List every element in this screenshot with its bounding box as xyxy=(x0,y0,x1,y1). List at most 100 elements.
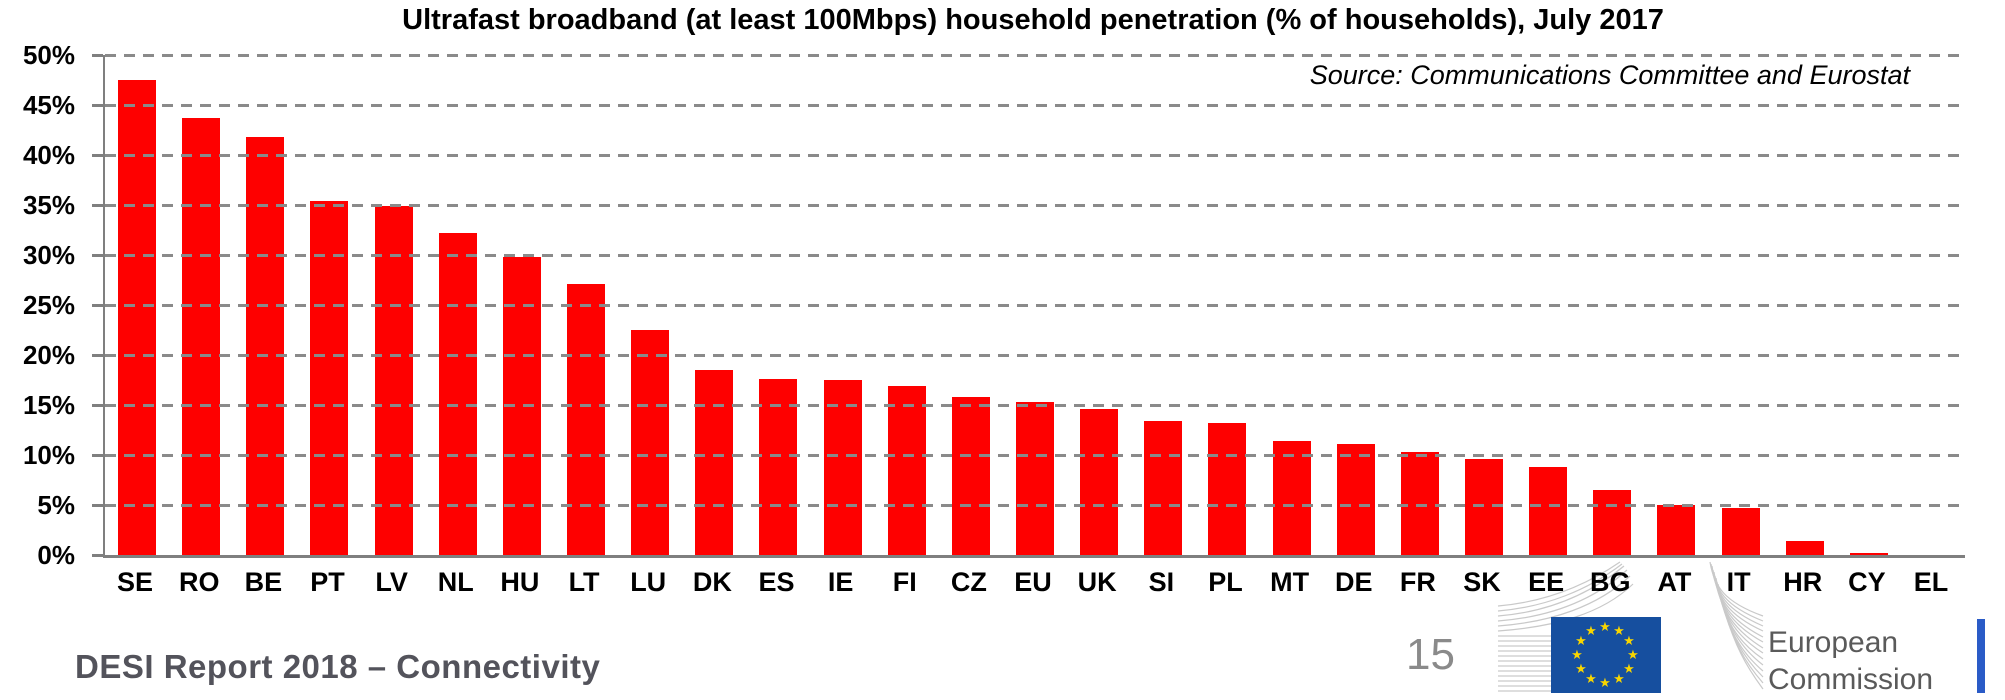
gridline xyxy=(105,354,1965,357)
bar xyxy=(1465,459,1504,555)
source-note: Source: Communications Committee and Eur… xyxy=(1309,60,1910,90)
y-axis-tick xyxy=(92,354,103,357)
x-tick-label: DE xyxy=(1334,567,1373,597)
gridline xyxy=(105,454,1965,457)
bar-slot xyxy=(1644,55,1708,555)
bar xyxy=(1657,505,1696,555)
x-tick-label: EU xyxy=(1014,567,1052,597)
bar-slot xyxy=(1709,55,1773,555)
y-axis-tick xyxy=(92,154,103,157)
x-tick-label: CY xyxy=(1848,567,1886,597)
gridline xyxy=(105,154,1965,157)
x-tick-label: AT xyxy=(1657,567,1692,597)
svg-text:★: ★ xyxy=(1599,619,1611,634)
x-tick-label: BE xyxy=(244,567,283,597)
bar xyxy=(374,206,413,555)
gridline xyxy=(105,104,1965,107)
svg-text:★: ★ xyxy=(1585,623,1597,638)
bar xyxy=(567,284,606,555)
bar xyxy=(246,137,285,555)
y-axis-tick xyxy=(92,104,103,107)
bar xyxy=(118,80,157,555)
y-tick-label: 40% xyxy=(22,140,75,170)
y-tick-label: 20% xyxy=(22,340,75,370)
bar xyxy=(631,330,670,555)
x-tick-label: LU xyxy=(630,567,667,597)
bar xyxy=(951,397,990,555)
bar-slot xyxy=(554,55,618,555)
chart-title: Ultrafast broadband (at least 100Mbps) h… xyxy=(402,4,1664,36)
bar-slot xyxy=(811,55,875,555)
y-tick-label: 5% xyxy=(37,490,75,520)
bar xyxy=(1721,508,1760,555)
bar-slot xyxy=(426,55,490,555)
y-axis-tick xyxy=(92,54,103,57)
bar xyxy=(1208,423,1247,555)
x-tick-label: IT xyxy=(1726,567,1751,597)
bar xyxy=(887,386,926,555)
bar xyxy=(438,233,477,555)
bar-slot xyxy=(105,55,169,555)
bar-slot xyxy=(618,55,682,555)
bar xyxy=(1080,409,1119,555)
bar-slot xyxy=(1067,55,1131,555)
bar-slot xyxy=(362,55,426,555)
bar-slot xyxy=(1003,55,1067,555)
y-axis-tick xyxy=(92,304,103,307)
bar-slot xyxy=(939,55,1003,555)
gridline xyxy=(105,254,1965,257)
x-tick-label: PL xyxy=(1208,567,1243,597)
x-tick-label: EE xyxy=(1528,567,1565,597)
x-tick-label: FI xyxy=(892,567,917,597)
x-tick-label: PT xyxy=(310,567,345,597)
y-tick-label: 35% xyxy=(22,190,75,220)
bar xyxy=(695,370,734,555)
x-tick-label: RO xyxy=(178,567,220,597)
svg-text:★: ★ xyxy=(1571,647,1583,662)
bar xyxy=(1529,467,1568,555)
page-number: 15 xyxy=(1406,630,1455,679)
bar xyxy=(1593,490,1632,555)
y-axis-tick xyxy=(92,504,103,507)
ec-wordmark-line1: European xyxy=(1768,626,1899,659)
y-axis-tick xyxy=(92,554,103,557)
bar-slot xyxy=(746,55,810,555)
bar xyxy=(310,201,349,555)
x-tick-label: MT xyxy=(1270,567,1310,597)
svg-text:★: ★ xyxy=(1613,623,1625,638)
bar xyxy=(1016,402,1055,555)
gridline xyxy=(105,504,1965,507)
x-tick-label: DK xyxy=(692,567,732,597)
ec-swoosh-lines xyxy=(1497,561,1764,692)
x-tick-label: UK xyxy=(1077,567,1117,597)
svg-text:★: ★ xyxy=(1599,675,1611,690)
y-tick-label: 15% xyxy=(22,390,75,420)
bar xyxy=(1400,452,1439,555)
bar-slot xyxy=(1452,55,1516,555)
bar xyxy=(759,379,798,555)
bar-slot xyxy=(1131,55,1195,555)
gridline xyxy=(105,304,1965,307)
y-axis-tick xyxy=(92,204,103,207)
plot-area xyxy=(92,54,1965,558)
bar-slot xyxy=(1388,55,1452,555)
bar xyxy=(1272,441,1311,555)
ec-logo-graphic: ★ ★ ★★ ★★ ★★ ★★ ★★ xyxy=(1497,561,1764,693)
svg-text:★: ★ xyxy=(1623,661,1635,676)
y-tick-label: 0% xyxy=(37,540,75,570)
x-tick-label: FR xyxy=(1399,567,1436,597)
x-tick-label: SK xyxy=(1463,567,1501,597)
y-tick-label: 10% xyxy=(22,440,75,470)
svg-text:★: ★ xyxy=(1627,647,1639,662)
gridline xyxy=(105,404,1965,407)
x-tick-label: SE xyxy=(117,567,154,597)
x-tick-label: LV xyxy=(375,567,408,597)
y-axis: 0% 5% 10% 15% 20% 25% 30% 35% 40% 45% 50% xyxy=(0,40,75,570)
bar xyxy=(1144,421,1183,555)
y-axis-tick xyxy=(92,404,103,407)
bar-slot xyxy=(875,55,939,555)
x-tick-label: LT xyxy=(568,567,600,597)
bar-slot xyxy=(297,55,361,555)
svg-text:★: ★ xyxy=(1575,633,1587,648)
